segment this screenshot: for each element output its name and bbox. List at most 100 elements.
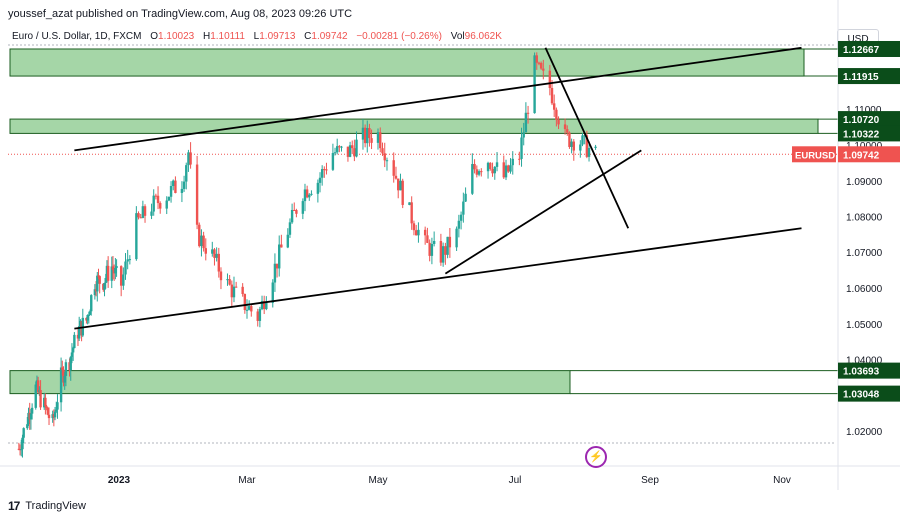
candle-body bbox=[376, 132, 380, 143]
candle-body bbox=[56, 402, 59, 410]
candle-body bbox=[308, 194, 311, 198]
candle-body bbox=[22, 428, 25, 438]
x-tick-label: Sep bbox=[641, 475, 659, 486]
x-tick-label: Jul bbox=[509, 475, 522, 486]
candle-body bbox=[232, 286, 236, 298]
candle-body bbox=[566, 129, 569, 133]
candle-body bbox=[64, 362, 68, 376]
candle-body bbox=[258, 309, 262, 321]
lightning-icon[interactable]: ⚡ bbox=[585, 446, 607, 468]
candle-body bbox=[426, 235, 429, 243]
candle-body bbox=[475, 169, 479, 175]
candle-body bbox=[245, 309, 249, 311]
candle-body bbox=[90, 295, 93, 312]
candle-body bbox=[331, 153, 335, 170]
candle-body bbox=[383, 153, 386, 161]
candle-body bbox=[353, 148, 356, 157]
candle-body bbox=[51, 414, 54, 419]
zone-price-label: 1.10322 bbox=[843, 129, 880, 140]
candle-layer bbox=[17, 52, 597, 458]
candle-body bbox=[217, 253, 220, 272]
candle-body bbox=[70, 352, 74, 357]
candle-body bbox=[211, 249, 214, 254]
candle-body bbox=[103, 282, 106, 290]
candle-body bbox=[169, 185, 173, 197]
candle-body bbox=[189, 152, 192, 165]
price-label-bg bbox=[838, 40, 900, 57]
symbol-description[interactable]: Euro / U.S. Dollar, 1D, FXCM bbox=[12, 31, 142, 42]
candle-body bbox=[115, 266, 118, 268]
candle-body bbox=[250, 306, 253, 312]
candle-body bbox=[587, 147, 591, 157]
y-tick-label: 1.08000 bbox=[846, 213, 883, 224]
candle-body bbox=[303, 189, 307, 202]
candle-body bbox=[320, 169, 324, 178]
candle-body bbox=[219, 271, 223, 281]
candle-body bbox=[379, 132, 382, 149]
chart-legend: Euro / U.S. Dollar, 1D, FXCM O1.10023 H1… bbox=[12, 31, 502, 42]
candle-body bbox=[511, 158, 514, 166]
price-label-bg bbox=[838, 385, 900, 402]
tradingview-logo[interactable]: 17 TradingView bbox=[8, 499, 86, 513]
candle-body bbox=[93, 289, 97, 296]
candle-body bbox=[34, 384, 37, 408]
candle-body bbox=[293, 209, 296, 211]
candle-body bbox=[346, 146, 350, 157]
candle-body bbox=[459, 214, 463, 221]
candle-body bbox=[310, 193, 313, 195]
candle-body bbox=[154, 195, 158, 197]
candle-body bbox=[198, 224, 201, 247]
candle-body bbox=[520, 137, 523, 159]
candle-body bbox=[518, 158, 521, 160]
y-tick-label: 1.04000 bbox=[846, 356, 883, 367]
candle-body bbox=[370, 138, 373, 143]
candle-body bbox=[526, 112, 530, 114]
candle-body bbox=[265, 302, 268, 310]
y-tick-label: 1.02000 bbox=[846, 427, 883, 438]
candle-body bbox=[423, 229, 427, 236]
candle-body bbox=[522, 132, 525, 138]
candle-body bbox=[71, 348, 75, 353]
candle-body bbox=[340, 146, 343, 148]
candle-body bbox=[361, 127, 365, 140]
candle-body bbox=[355, 139, 358, 157]
candle-body bbox=[234, 286, 238, 288]
candle-body bbox=[491, 168, 494, 174]
candle-body bbox=[87, 314, 91, 316]
candle-body bbox=[62, 369, 65, 383]
candle-body bbox=[550, 88, 554, 104]
candle-body bbox=[363, 127, 367, 144]
candle-body bbox=[410, 202, 413, 224]
candle-body bbox=[204, 248, 207, 254]
candle-body bbox=[122, 274, 125, 286]
candle-body bbox=[226, 279, 229, 281]
low-label: L bbox=[253, 31, 260, 42]
candle-body bbox=[486, 162, 490, 172]
candle-body bbox=[139, 217, 142, 219]
candle-body bbox=[202, 235, 205, 249]
candle-body bbox=[495, 162, 499, 167]
candle-body bbox=[555, 109, 558, 120]
candle-body bbox=[215, 253, 218, 258]
candle-body bbox=[185, 165, 188, 182]
candle-body bbox=[126, 259, 129, 262]
candle-body bbox=[119, 266, 123, 286]
candle-body bbox=[489, 162, 492, 169]
candle-body bbox=[480, 171, 483, 173]
zone-rect bbox=[9, 48, 805, 77]
candle-body bbox=[397, 178, 400, 191]
candle-body bbox=[385, 160, 389, 162]
candle-body bbox=[323, 169, 326, 171]
close-value: 1.09742 bbox=[311, 31, 348, 42]
candle-body bbox=[417, 229, 420, 236]
candle-body bbox=[102, 283, 105, 290]
candle-body bbox=[432, 241, 436, 244]
candle-body bbox=[86, 314, 89, 321]
candle-body bbox=[79, 320, 82, 327]
candle-body bbox=[288, 222, 292, 235]
candle-body bbox=[335, 146, 339, 153]
candle-body bbox=[471, 163, 474, 194]
zone-price-label: 1.03693 bbox=[843, 367, 880, 378]
candle-body bbox=[570, 141, 573, 147]
